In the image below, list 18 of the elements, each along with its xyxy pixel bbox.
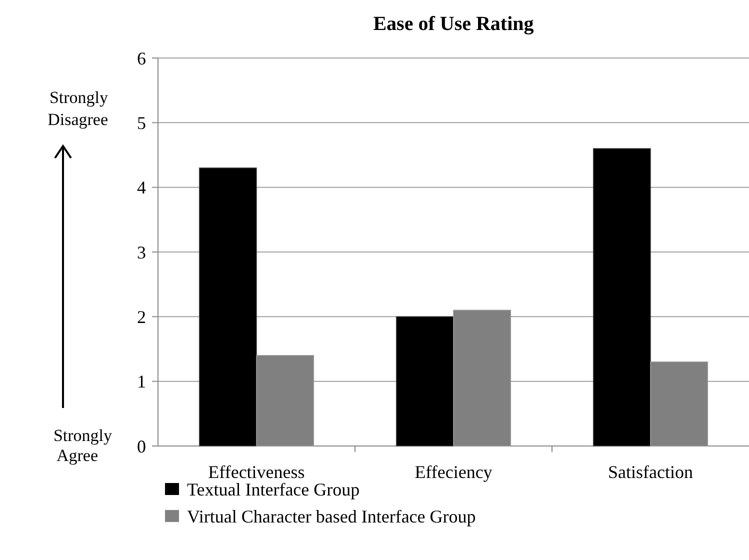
bar bbox=[592, 148, 651, 446]
bar bbox=[198, 168, 257, 446]
legend-label: Textual Interface Group bbox=[187, 479, 360, 500]
x-tick-label: Satisfaction bbox=[608, 462, 693, 482]
legend-label: Virtual Character based Interface Group bbox=[187, 506, 476, 526]
text: Strongly Disagree bbox=[48, 88, 108, 129]
y-tick-label: 3 bbox=[137, 242, 146, 262]
y-tick-label: 6 bbox=[137, 48, 146, 68]
y-tick-label: 2 bbox=[137, 306, 146, 327]
bar bbox=[396, 316, 454, 446]
y-tick-label: 4 bbox=[137, 178, 146, 198]
y-tick-label: 1 bbox=[137, 372, 146, 392]
x-tick-label: Effectiveness bbox=[208, 462, 305, 482]
y-tick-label: 0 bbox=[137, 436, 146, 456]
x-tick-label: Effeciency bbox=[414, 462, 492, 482]
y-tick-label: 5 bbox=[137, 112, 146, 133]
chart-title: Ease of Use Rating bbox=[373, 13, 534, 35]
text: Strongly Agree bbox=[53, 426, 112, 465]
